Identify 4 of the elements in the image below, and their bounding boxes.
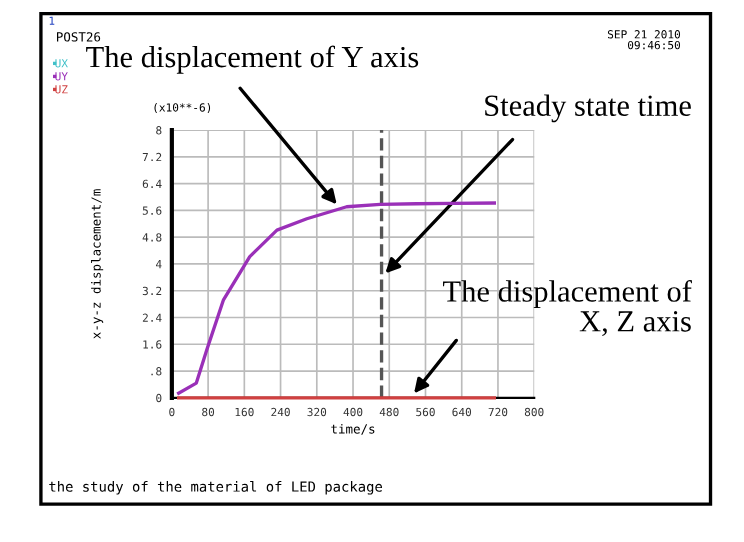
annotation: The displacement of X, Z axis — [443, 280, 692, 337]
annotation: The displacement of Y axis — [86, 45, 419, 74]
line-series — [176, 201, 497, 395]
annotation: Steady state time — [485, 94, 691, 123]
